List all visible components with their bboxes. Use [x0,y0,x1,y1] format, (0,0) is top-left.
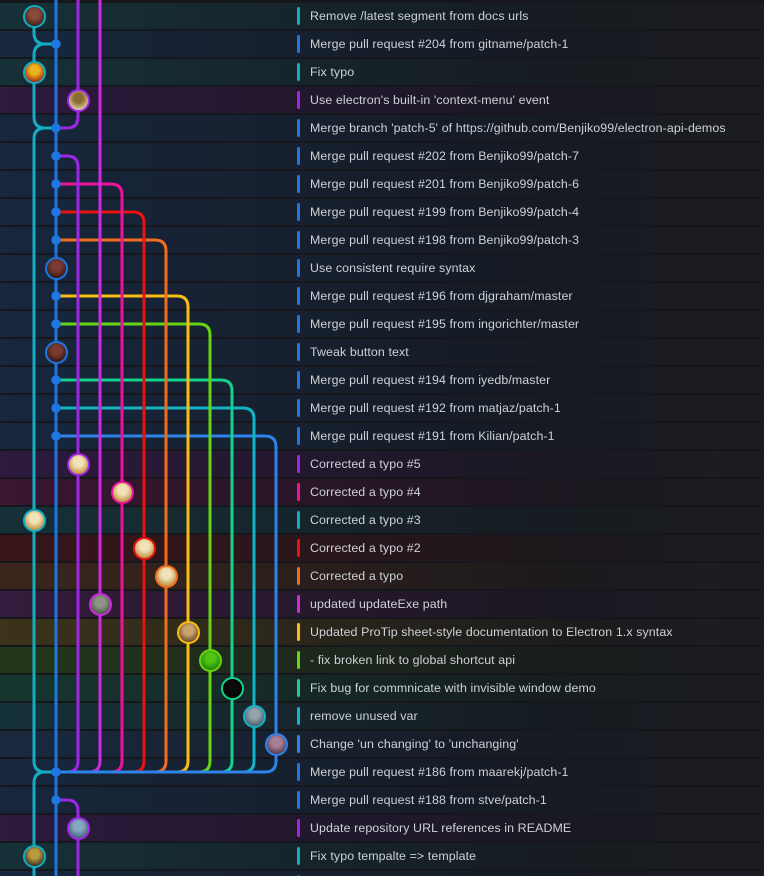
commit-author-avatar[interactable] [22,508,46,532]
commit-author-avatar[interactable] [66,88,90,112]
commit-accent-bar [297,175,300,193]
commit-message[interactable]: Use consistent require syntax [310,261,476,275]
commit-accent-bar [297,427,300,445]
commit-row[interactable] [0,87,764,113]
commit-author-avatar[interactable] [132,536,156,560]
commit-row[interactable] [0,31,764,57]
commit-author-avatar[interactable] [22,60,46,84]
commit-author-avatar[interactable] [198,648,222,672]
commit-author-avatar[interactable] [66,816,90,840]
commit-author-avatar[interactable] [242,704,266,728]
commit-accent-bar [297,539,300,557]
commit-message[interactable]: Merge pull request #186 from maarekj/pat… [310,765,569,779]
commit-accent-bar [297,791,300,809]
commit-message[interactable]: remove unused var [310,709,418,723]
commit-accent-bar [297,511,300,529]
commit-message[interactable]: updated updateExe path [310,597,448,611]
commit-accent-bar [297,707,300,725]
commit-message[interactable]: Use electron's built-in 'context-menu' e… [310,93,550,107]
commit-message[interactable]: Merge pull request #198 from Benjiko99/p… [310,233,580,247]
commit-accent-bar [297,763,300,781]
commit-row[interactable] [0,171,764,197]
commit-row[interactable] [0,843,764,869]
commit-author-avatar[interactable] [66,452,90,476]
commit-accent-bar [297,35,300,53]
commit-message[interactable]: Merge pull request #204 from gitname/pat… [310,37,569,51]
commit-author-avatar[interactable] [88,592,112,616]
commit-accent-bar [297,91,300,109]
commit-message[interactable]: Corrected a typo #5 [310,457,421,471]
commit-accent-bar [297,119,300,137]
commit-author-avatar[interactable] [176,620,200,644]
commit-row[interactable] [0,115,764,141]
commit-message[interactable]: Updated ProTip sheet-style documentation… [310,625,673,639]
commit-accent-bar [297,847,300,865]
commit-author-avatar[interactable] [44,256,68,280]
commit-row[interactable] [0,3,764,29]
commit-message[interactable]: Merge pull request #192 from matjaz/patc… [310,401,561,415]
commit-accent-bar [297,595,300,613]
commit-message[interactable]: Merge pull request #201 from Benjiko99/p… [310,177,580,191]
commit-accent-bar [297,455,300,473]
commit-author-avatar[interactable] [264,732,288,756]
commit-message[interactable]: Merge pull request #202 from Benjiko99/p… [310,149,580,163]
commit-accent-bar [297,315,300,333]
commit-row[interactable] [0,815,764,841]
commit-message[interactable]: Merge pull request #194 from iyedb/maste… [310,373,551,387]
commit-message[interactable]: Corrected a typo [310,569,404,583]
commit-message[interactable]: Update repository URL references in READ… [310,821,572,835]
commit-accent-bar [297,63,300,81]
commit-accent-bar [297,231,300,249]
commit-accent-bar [297,567,300,585]
commit-message[interactable]: - fix broken link to global shortcut api [310,653,516,667]
commit-message[interactable]: Merge branch 'patch-5' of https://github… [310,121,726,135]
commit-message[interactable]: Corrected a typo #4 [310,485,421,499]
commit-accent-bar [297,259,300,277]
commit-accent-bar [297,343,300,361]
commit-row[interactable] [0,143,764,169]
commit-row[interactable] [0,59,764,85]
commit-message[interactable]: Corrected a typo #3 [310,513,421,527]
commit-message[interactable]: Remove /latest segment from docs urls [310,9,529,23]
commit-message[interactable]: Corrected a typo #2 [310,541,421,555]
commit-message[interactable]: Merge pull request #188 from stve/patch-… [310,793,547,807]
commit-message[interactable]: Change 'un changing' to 'unchanging' [310,737,519,751]
commit-author-avatar[interactable] [22,4,46,28]
commit-author-avatar[interactable] [110,480,134,504]
commit-accent-bar [297,623,300,641]
commit-message[interactable]: Fix bug for commnicate with invisible wi… [310,681,596,695]
commit-accent-bar [297,483,300,501]
commit-accent-bar [297,399,300,417]
commit-author-avatar[interactable] [154,564,178,588]
commit-accent-bar [297,651,300,669]
commit-author-avatar[interactable] [44,340,68,364]
commit-message[interactable]: Merge pull request #199 from Benjiko99/p… [310,205,580,219]
commit-message[interactable]: Tweak button text [310,345,409,359]
commit-message[interactable]: Fix typo tempalte => template [310,849,477,863]
commit-accent-bar [297,819,300,837]
commit-message[interactable]: Merge pull request #196 from djgraham/ma… [310,289,573,303]
commit-accent-bar [297,371,300,389]
commit-accent-bar [297,679,300,697]
commit-message[interactable]: Merge pull request #195 from ingorichter… [310,317,580,331]
commit-message[interactable]: Fix typo [310,65,355,79]
commit-row[interactable] [0,871,764,876]
commit-row[interactable] [0,787,764,813]
commit-accent-bar [297,203,300,221]
commit-accent-bar [297,287,300,305]
commit-author-avatar[interactable] [22,844,46,868]
commit-accent-bar [297,147,300,165]
commit-accent-bar [297,735,300,753]
commit-accent-bar [297,7,300,25]
commit-author-avatar[interactable] [220,676,244,700]
commit-message[interactable]: Merge pull request #191 from Kilian/patc… [310,429,555,443]
